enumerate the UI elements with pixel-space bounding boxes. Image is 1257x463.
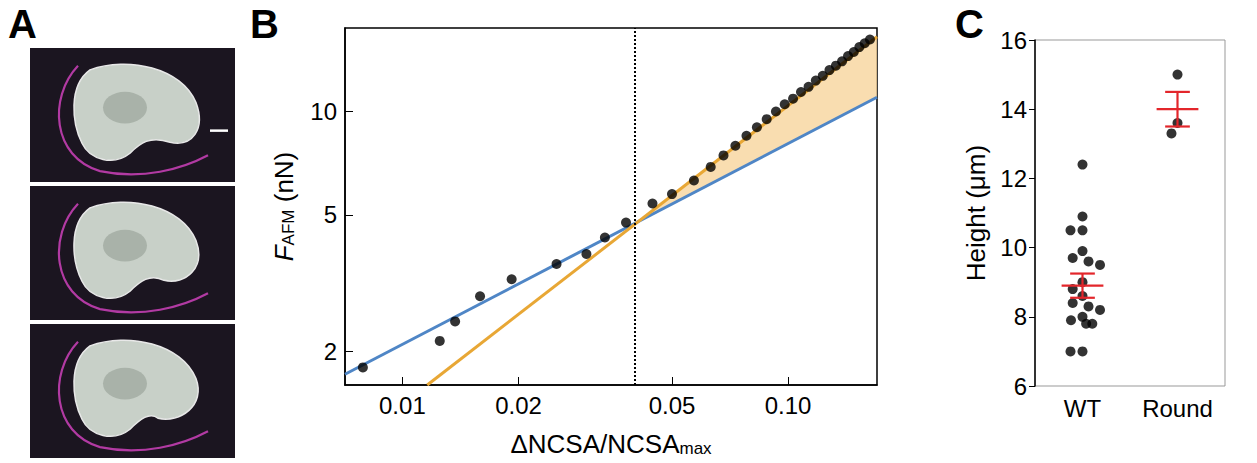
svg-text:5: 5 xyxy=(324,201,337,228)
svg-text:WT: WT xyxy=(1064,395,1102,422)
svg-text:(nN): (nN) xyxy=(269,152,299,210)
svg-text:0.10: 0.10 xyxy=(765,392,812,419)
svg-text:14: 14 xyxy=(1000,96,1027,123)
svg-text:10: 10 xyxy=(1000,234,1027,261)
svg-text:12: 12 xyxy=(1000,165,1027,192)
svg-text:0.05: 0.05 xyxy=(649,392,696,419)
svg-text:Height (μm): Height (μm) xyxy=(961,145,991,281)
svg-text:10: 10 xyxy=(310,98,337,125)
svg-text:0.01: 0.01 xyxy=(379,392,426,419)
svg-text:AFM: AFM xyxy=(279,210,298,246)
svg-text:A: A xyxy=(8,2,37,46)
svg-text:ΔNCSA/NCSA: ΔNCSA/NCSA xyxy=(510,429,680,459)
svg-text:2: 2 xyxy=(324,338,337,365)
svg-text:6: 6 xyxy=(1014,373,1027,400)
svg-text:max: max xyxy=(679,439,712,458)
svg-text:8: 8 xyxy=(1014,303,1027,330)
svg-text:C: C xyxy=(955,2,984,46)
svg-text:Round: Round xyxy=(1142,395,1213,422)
svg-text:B: B xyxy=(250,2,279,46)
svg-text:0.02: 0.02 xyxy=(495,392,542,419)
svg-text:F: F xyxy=(269,245,299,262)
svg-text:16: 16 xyxy=(1000,27,1027,54)
